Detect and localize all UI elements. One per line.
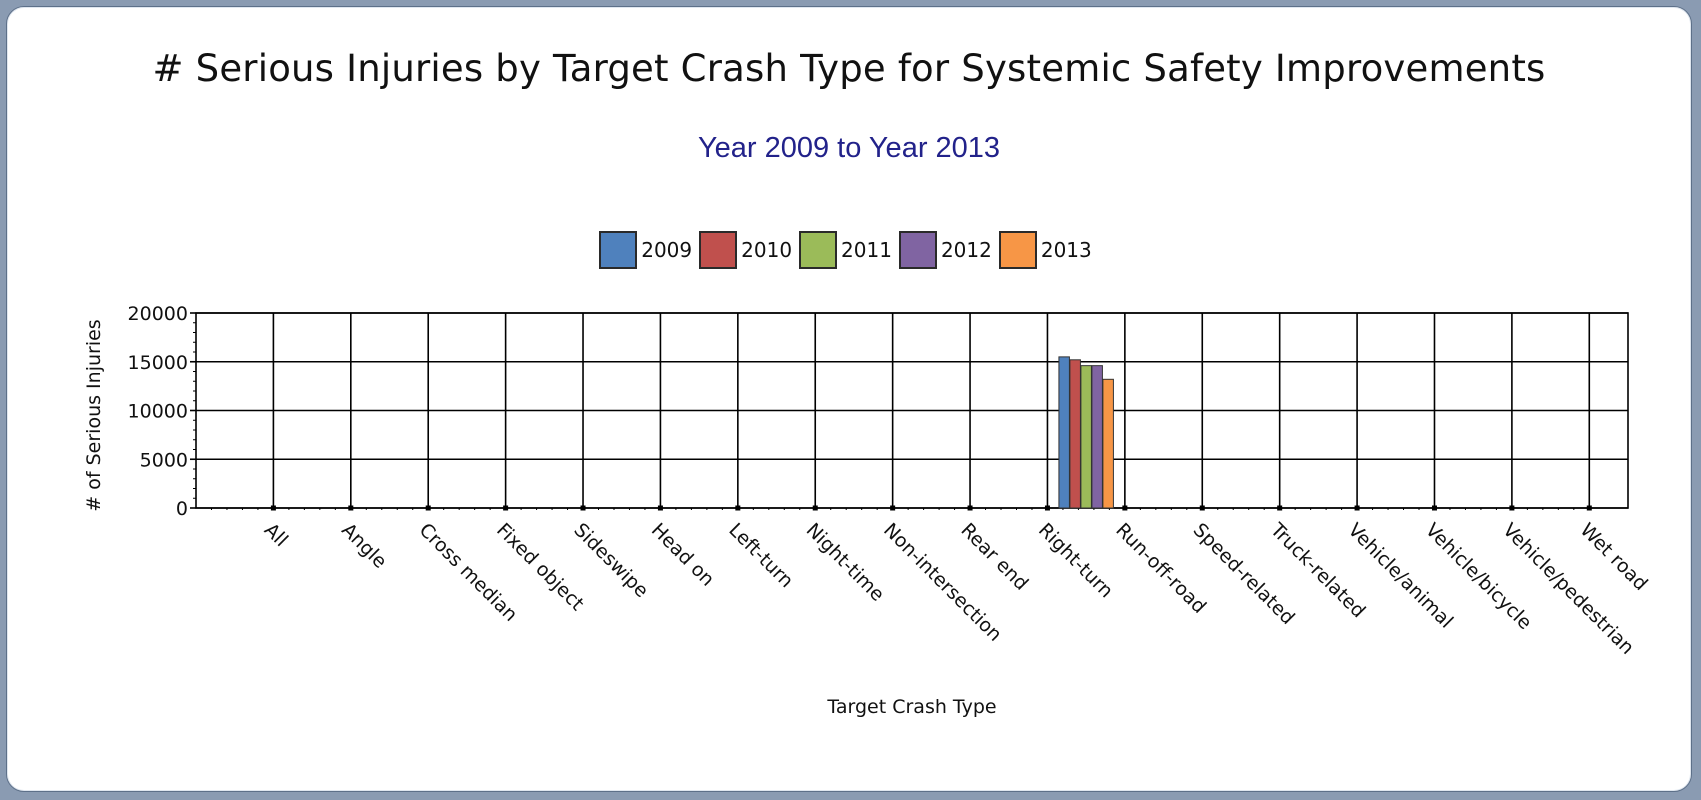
x-tick-label: Wet road: [1576, 519, 1652, 595]
x-tick: [1431, 505, 1437, 511]
bar-2011: [1080, 365, 1092, 509]
bar-2009: [1058, 356, 1070, 509]
x-tick-label: Angle: [337, 519, 391, 573]
legend-swatch-2013: [998, 231, 1037, 269]
legend-label-2011: 2011: [841, 238, 892, 262]
y-tick-label: 20000: [128, 303, 188, 325]
plot-border: [195, 312, 1629, 509]
x-tick: [735, 505, 741, 511]
x-tick: [270, 505, 276, 511]
x-tick: [657, 505, 663, 511]
legend-swatch-2012: [898, 231, 937, 269]
x-tick: [890, 505, 896, 511]
legend-item-2011: 2011: [799, 231, 892, 269]
chart-subtitle: Year 2009 to Year 2013: [697, 132, 1001, 164]
legend-item-2013: 2013: [998, 231, 1092, 269]
x-tick-label: Head on: [647, 519, 719, 591]
chart-legend: 2009 2010 2011 2012 2013: [7, 229, 1691, 271]
legend-item-2009: 2009: [599, 231, 692, 269]
x-tick: [348, 505, 354, 511]
x-tick: [1277, 505, 1283, 511]
legend-label-2012: 2012: [940, 238, 992, 262]
legend-label-2013: 2013: [1040, 238, 1092, 262]
x-tick: [580, 505, 586, 511]
x-tick: [1586, 505, 1592, 511]
legend-swatch-2011: [799, 231, 838, 269]
x-tick: [1354, 505, 1360, 511]
legend-swatch-2010: [699, 231, 738, 269]
x-tick-label: Right-turn: [1034, 519, 1117, 602]
x-tick: [503, 505, 509, 511]
y-tick-label: 5000: [140, 449, 188, 471]
legend-swatch-2009: [599, 231, 638, 269]
x-tick-label: Sideswipe: [569, 519, 652, 602]
y-tick-label: 15000: [128, 352, 188, 374]
legend-label-2010: 2010: [741, 238, 793, 262]
x-tick: [1509, 505, 1515, 511]
x-tick: [1044, 505, 1050, 511]
chart-title: # Serious Injuries by Target Crash Type …: [152, 47, 1546, 90]
y-axis-title: # of Serious Injuries: [83, 319, 105, 511]
bar-2013: [1102, 378, 1114, 509]
x-tick-label: All: [260, 519, 292, 551]
x-axis-title: Target Crash Type: [826, 696, 996, 718]
legend-item-2012: 2012: [898, 231, 992, 269]
y-tick-label: 0: [176, 498, 188, 520]
legend-label-2009: 2009: [641, 238, 693, 262]
x-tick-label: Left-turn: [724, 519, 797, 592]
bar-2010: [1069, 359, 1081, 509]
x-tick: [1122, 505, 1128, 511]
x-tick: [967, 505, 973, 511]
legend-item-2010: 2010: [699, 231, 792, 269]
x-tick: [425, 505, 431, 511]
x-tick-label: Night-time: [802, 519, 889, 606]
bar-2012: [1091, 365, 1103, 509]
chart-frame: # Serious Injuries by Target Crash Type …: [6, 6, 1692, 792]
x-tick-label: Vehicle/pedestrian: [1498, 519, 1638, 659]
x-tick: [812, 505, 818, 511]
x-tick: [1199, 505, 1205, 511]
x-tick-label: Rear end: [957, 519, 1033, 595]
y-tick-label: 10000: [128, 401, 188, 423]
